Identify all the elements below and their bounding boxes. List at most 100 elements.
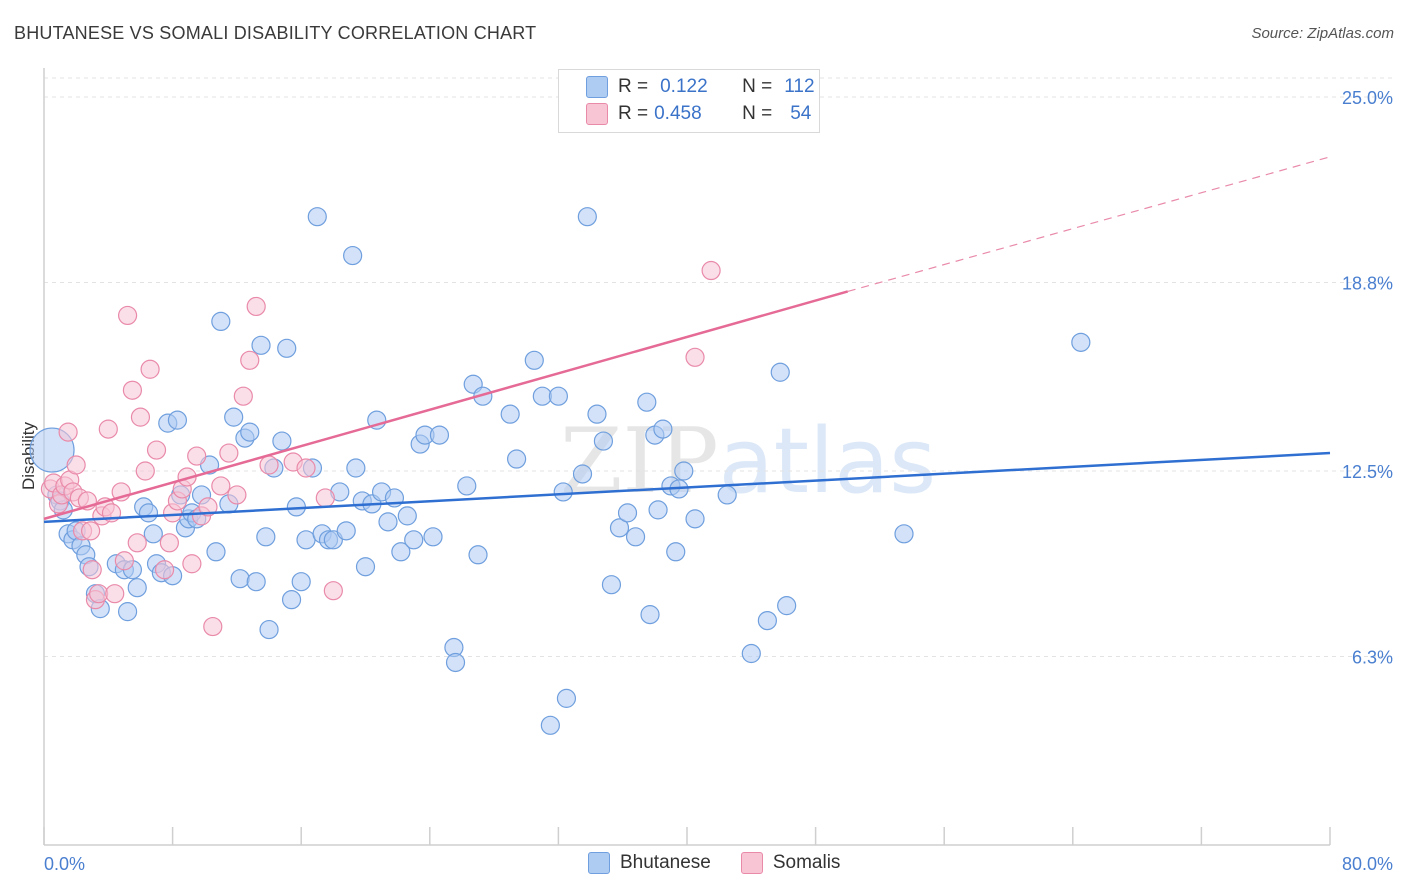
stats-legend: R = 0.122 N = 112 R = 0.458 N = 54 xyxy=(558,69,820,133)
data-point-bhutanese xyxy=(653,419,673,439)
watermark: ZIPatlas xyxy=(560,409,936,514)
trend-line-extension-somalis xyxy=(847,156,1331,293)
legend-n-value: 54 xyxy=(790,103,812,124)
data-point-bhutanese xyxy=(429,425,450,445)
series-label-bhutanese: Bhutanese xyxy=(620,852,711,873)
trend-line-somalis xyxy=(43,290,849,521)
legend-r-value: 0.122 xyxy=(660,76,708,97)
data-point-somalis xyxy=(315,488,335,508)
watermark-atlas: atlas xyxy=(719,409,937,514)
legend-r-value: 0.458 xyxy=(654,103,702,124)
data-point-bhutanese xyxy=(391,542,411,562)
data-point-bhutanese xyxy=(143,524,163,544)
data-point-somalis xyxy=(117,305,138,326)
data-point-bhutanese xyxy=(777,596,797,616)
data-point-bhutanese xyxy=(1071,332,1091,352)
data-point-bhutanese xyxy=(445,652,466,673)
legend-r-label: R = xyxy=(618,103,649,124)
data-point-somalis xyxy=(105,584,125,604)
data-point-somalis xyxy=(240,350,260,370)
data-point-bhutanese xyxy=(343,245,363,266)
data-point-bhutanese xyxy=(307,207,327,227)
data-point-somalis xyxy=(89,584,109,604)
y-tick-label: 12.5% xyxy=(1342,462,1393,482)
data-point-somalis xyxy=(198,497,218,517)
x-tick-label: 0.0% xyxy=(44,854,85,874)
data-point-somalis xyxy=(127,533,147,553)
data-point-bhutanese xyxy=(355,557,376,577)
data-point-bhutanese xyxy=(259,619,279,640)
data-point-bhutanese xyxy=(224,407,244,427)
series-legend-item-bhutanese: Bhutanese xyxy=(588,852,711,874)
data-point-somalis xyxy=(154,560,175,580)
data-point-somalis xyxy=(323,581,343,601)
data-point-bhutanese xyxy=(524,350,544,370)
data-point-somalis xyxy=(203,616,223,637)
data-point-bhutanese xyxy=(717,485,737,505)
data-point-bhutanese xyxy=(256,527,276,547)
data-point-somalis xyxy=(227,485,247,505)
y-tick-label: 6.3% xyxy=(1352,648,1393,668)
data-point-bhutanese xyxy=(674,461,694,481)
data-point-bhutanese xyxy=(291,572,311,592)
data-point-bhutanese xyxy=(609,518,630,538)
data-point-bhutanese xyxy=(587,404,607,424)
series-swatch-bhutanese xyxy=(588,852,610,874)
legend-row-bhutanese: R = 0.122 N = 112 xyxy=(559,74,815,100)
data-point-bhutanese xyxy=(556,688,577,708)
data-point-bhutanese xyxy=(685,509,705,529)
legend-n-value: 112 xyxy=(784,76,815,97)
x-tick-label: 80.0% xyxy=(1342,854,1393,874)
data-point-somalis xyxy=(135,461,155,481)
data-point-bhutanese xyxy=(206,542,226,562)
data-point-bhutanese xyxy=(468,545,488,565)
data-point-bhutanese xyxy=(251,335,271,355)
legend-swatch-somalis xyxy=(586,103,608,125)
data-point-bhutanese xyxy=(457,476,477,496)
data-point-bhutanese xyxy=(637,392,657,412)
legend-row-somalis: R = 0.458 N = 54 xyxy=(559,101,811,127)
data-point-somalis xyxy=(130,407,151,427)
data-point-bhutanese xyxy=(281,590,302,610)
data-point-bhutanese xyxy=(272,431,292,451)
legend-r-label: R = xyxy=(618,76,649,97)
data-point-somalis xyxy=(98,419,118,439)
data-point-bhutanese xyxy=(507,449,527,469)
series-legend: Bhutanese Somalis xyxy=(588,852,870,874)
data-point-bhutanese xyxy=(572,464,593,484)
data-point-bhutanese xyxy=(625,527,646,547)
data-point-bhutanese xyxy=(601,575,622,595)
data-point-bhutanese xyxy=(296,530,316,550)
data-point-bhutanese xyxy=(770,362,790,382)
trend-line-bhutanese xyxy=(43,451,1331,524)
data-point-somalis xyxy=(146,440,167,460)
chart-title: BHUTANESE VS SOMALI DISABILITY CORRELATI… xyxy=(14,23,537,43)
y-tick-label: 18.8% xyxy=(1342,274,1393,294)
data-point-bhutanese xyxy=(532,386,552,406)
data-point-somalis xyxy=(122,380,143,400)
data-point-bhutanese xyxy=(138,503,159,523)
data-point-bhutanese xyxy=(593,431,614,451)
data-point-somalis xyxy=(66,455,86,475)
data-point-somalis xyxy=(685,347,705,367)
data-point-somalis xyxy=(81,521,101,541)
chart-source: Source: ZipAtlas.com xyxy=(1251,25,1394,42)
data-point-somalis xyxy=(701,260,721,281)
data-point-bhutanese xyxy=(404,530,424,550)
series-swatch-somalis xyxy=(740,852,763,874)
data-point-bhutanese xyxy=(666,542,686,562)
data-point-bhutanese xyxy=(167,410,188,430)
data-point-bhutanese xyxy=(648,500,668,520)
data-point-bhutanese xyxy=(423,527,443,547)
data-point-bhutanese xyxy=(540,715,560,735)
legend-n-label: N = xyxy=(742,76,773,97)
data-point-bhutanese xyxy=(230,569,250,589)
data-point-somalis xyxy=(259,455,279,475)
data-point-bhutanese xyxy=(117,602,138,622)
data-point-bhutanese xyxy=(277,338,297,358)
data-point-bhutanese xyxy=(346,458,366,478)
data-point-somalis xyxy=(114,551,134,571)
legend-n-label: N = xyxy=(742,103,773,124)
data-point-somalis xyxy=(296,458,316,478)
